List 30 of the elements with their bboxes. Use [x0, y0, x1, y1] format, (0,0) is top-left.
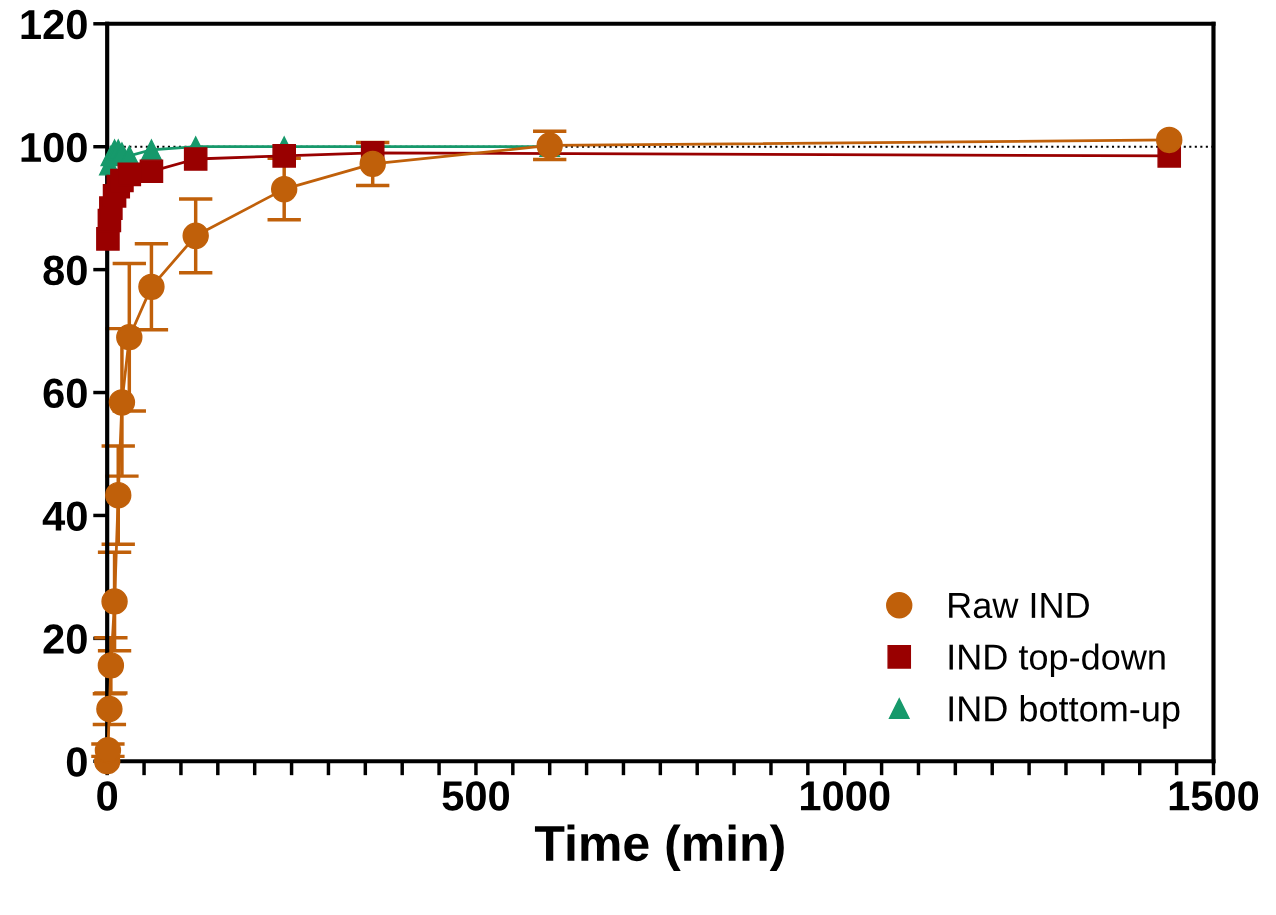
- x-tick-label: 1500: [1169, 781, 1259, 811]
- point: [272, 144, 296, 168]
- x-axis-title: Time (min): [534, 824, 784, 872]
- y-tick-label: 100: [21, 132, 87, 163]
- point: [108, 389, 136, 416]
- point: [139, 159, 164, 184]
- legend-label: IND bottom-up: [949, 695, 1180, 729]
- point: [97, 652, 125, 679]
- y-tick-label: 40: [42, 501, 87, 531]
- y-tick-label: 80: [43, 255, 87, 286]
- y-tick-label: 60: [43, 378, 87, 409]
- point: [270, 175, 298, 203]
- point: [182, 222, 209, 250]
- point: [1156, 126, 1183, 154]
- x-tick-label: 1000: [800, 781, 890, 811]
- legend-label: IND top-down: [949, 643, 1165, 678]
- y-tick-label: 0: [66, 747, 87, 777]
- point: [359, 150, 386, 178]
- y-tick-label: 120: [21, 9, 87, 40]
- x-tick-label: 500: [442, 781, 509, 811]
- point: [116, 324, 143, 351]
- point: [183, 147, 208, 171]
- y-tick-label: 20: [43, 624, 87, 654]
- point: [101, 588, 128, 615]
- point: [105, 481, 132, 509]
- x-tick-label: 0: [97, 781, 118, 811]
- point: [141, 139, 162, 161]
- legend-label: Raw IND: [949, 593, 1089, 619]
- point: [138, 273, 165, 301]
- point: [117, 162, 142, 187]
